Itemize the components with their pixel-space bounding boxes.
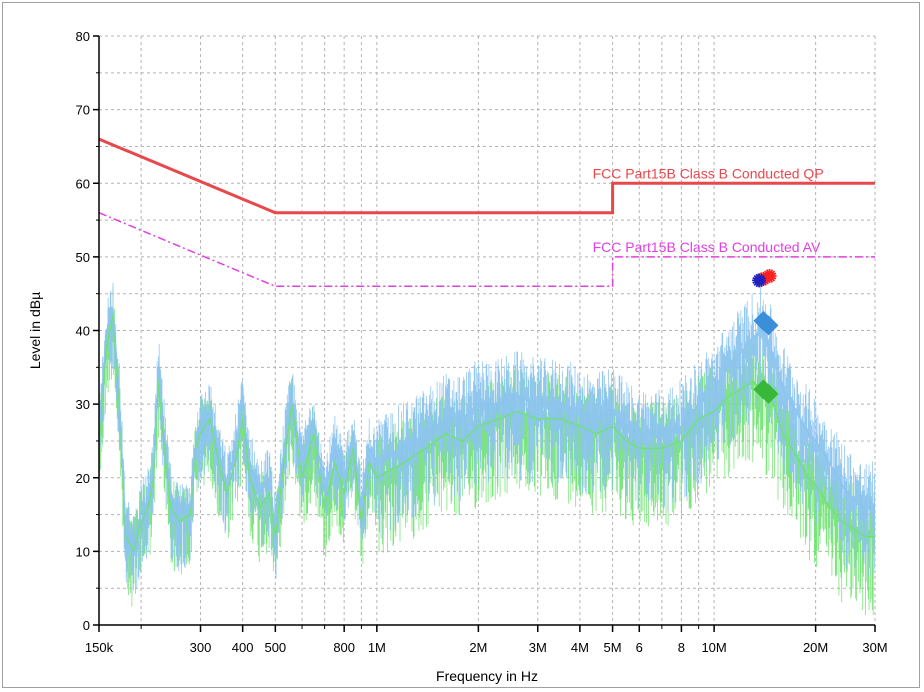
- x-tick-label: 8: [678, 640, 685, 655]
- x-tick-label: 4M: [571, 640, 589, 655]
- x-tick-label: 150k: [85, 640, 114, 655]
- grid: [98, 35, 876, 625]
- y-tick-label: 70: [76, 103, 90, 118]
- limit-line-0: [98, 137, 875, 215]
- y-tick-label: 40: [76, 324, 90, 339]
- peak-marker-blue: [752, 273, 767, 288]
- peak-markers: [752, 269, 779, 404]
- limit-label-av: FCC Part15B Class B Conducted AV: [593, 239, 821, 255]
- x-tick-label: 300: [190, 640, 212, 655]
- av-marker: [758, 383, 779, 404]
- x-tick-label: 30M: [862, 640, 887, 655]
- y-tick-label: 20: [76, 471, 90, 486]
- y-tick-label: 30: [76, 397, 90, 412]
- y-tick-label: 50: [76, 250, 90, 265]
- x-tick-label: 1M: [368, 640, 386, 655]
- y-tick-label: 0: [83, 618, 90, 633]
- x-axis-title: Frequency in Hz: [436, 668, 538, 684]
- y-tick-label: 10: [76, 544, 90, 559]
- axes: 0 10 20 30 40 50 60 70 80 150k 300 400 500 800 1M 2M 3M 4…: [76, 29, 888, 655]
- series-line-1: [98, 308, 875, 546]
- x-tick-label: 800: [333, 640, 355, 655]
- x-tick-label: 20M: [803, 640, 828, 655]
- x-tick-label: 5M: [604, 640, 622, 655]
- emission-chart: 0 10 20 30 40 50 60 70 80 150k 300 400 500 800 1M 2M 3M 4…: [27, 29, 888, 684]
- x-tick-label: 6: [636, 640, 643, 655]
- y-tick-label: 60: [76, 176, 90, 191]
- x-tick-label: 400: [232, 640, 254, 655]
- limit-line-1: [98, 212, 875, 288]
- y-axis-title: Level in dBµ: [27, 292, 43, 369]
- x-tick-label: 3M: [529, 640, 547, 655]
- limit-lines: [98, 137, 875, 288]
- y-tick-label: 80: [76, 29, 90, 44]
- x-tick-label: 10M: [701, 640, 726, 655]
- x-tick-label: 500: [264, 640, 286, 655]
- peak-marker-red: [762, 269, 777, 283]
- x-tick-label: 2M: [469, 640, 487, 655]
- limit-label-qp: FCC Part15B Class B Conducted QP: [593, 165, 824, 181]
- qp-marker: [758, 315, 779, 336]
- noise-band: [98, 282, 875, 616]
